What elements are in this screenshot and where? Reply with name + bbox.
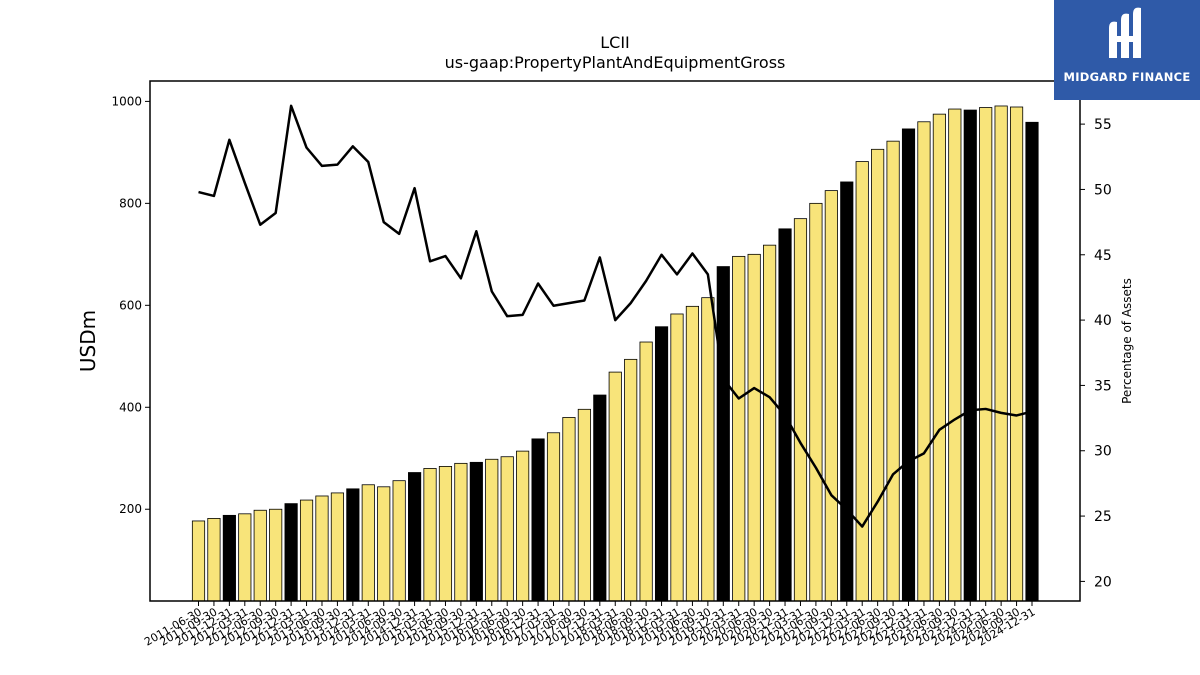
bar [346,488,360,602]
y-tick-label: 800 [119,196,142,210]
bar [485,458,499,602]
bar [500,456,514,602]
bar [886,140,900,602]
bar [516,450,530,602]
bar [253,509,267,602]
bar [824,190,838,602]
bar [979,107,993,602]
y2-tick-label: 30 [1094,444,1112,460]
bar [1009,106,1024,602]
bar [423,468,437,602]
bar [593,394,607,602]
y-tick-label: 400 [119,400,142,414]
y2-tick-label: 20 [1094,574,1112,590]
bar [330,492,344,602]
y2-tick-label: 55 [1094,117,1112,133]
chart-subtitle: us-gaap:PropertyPlantAndEquipmentGross [445,53,786,72]
bar [546,432,561,602]
bar [361,484,375,602]
bar [438,466,453,602]
bar [1025,121,1039,602]
bar [531,438,545,602]
bar [871,148,885,602]
bar [685,305,700,602]
bar [670,313,684,602]
y-axis-left-label: USDm [76,310,100,372]
y2-tick-label: 35 [1094,378,1112,394]
y-tick-label: 1000 [111,94,142,108]
bar [716,266,730,602]
brand-logo: MIDGARD FINANCE [1054,0,1200,100]
bar [454,462,468,602]
bar [793,218,808,602]
y2-tick-label: 25 [1094,509,1112,525]
bar [608,371,622,602]
bar [917,121,931,602]
bar [315,495,329,602]
bar [840,181,854,602]
bar [948,108,962,602]
y-axis-left: 200 400 600 800 1000 [111,94,150,516]
bar [284,503,298,602]
y2-tick-label: 45 [1094,248,1112,264]
percentage-line [198,104,1033,528]
bar [932,113,946,602]
line-series [198,104,1033,528]
y2-tick-label: 50 [1094,182,1112,198]
x-axis: 2011-06-302011-09-302011-12-312012-03-31… [142,601,1038,649]
bar [701,297,715,602]
bar [408,472,422,602]
bar-series [191,105,1039,602]
bar [654,326,669,602]
bar [901,128,916,602]
bar [855,161,869,602]
bar [392,480,406,602]
bar [639,341,653,602]
bar [624,358,638,602]
bar [269,508,283,602]
midgard-logo-icon [1109,7,1141,59]
bar [469,461,483,602]
bar [809,202,823,602]
bar [207,518,221,602]
bar [377,486,391,602]
y2-tick-label: 40 [1094,313,1112,329]
bar [238,513,252,602]
y-tick-label: 200 [119,502,142,516]
y-axis-right: 20 25 30 35 40 45 50 55 [1080,117,1112,590]
bar [222,514,236,602]
bar [577,408,591,602]
bar [963,109,977,602]
bar [191,520,206,602]
y-tick-label: 600 [119,298,142,312]
bar [562,417,576,602]
bar [994,105,1008,602]
chart-title: LCII [600,33,630,52]
y-axis-right-label: Percentage of Assets [1120,278,1134,404]
bar [299,499,314,602]
bar [763,244,777,602]
bar [747,253,761,602]
bar [732,255,746,602]
logo-text: MIDGARD FINANCE [1063,70,1191,84]
